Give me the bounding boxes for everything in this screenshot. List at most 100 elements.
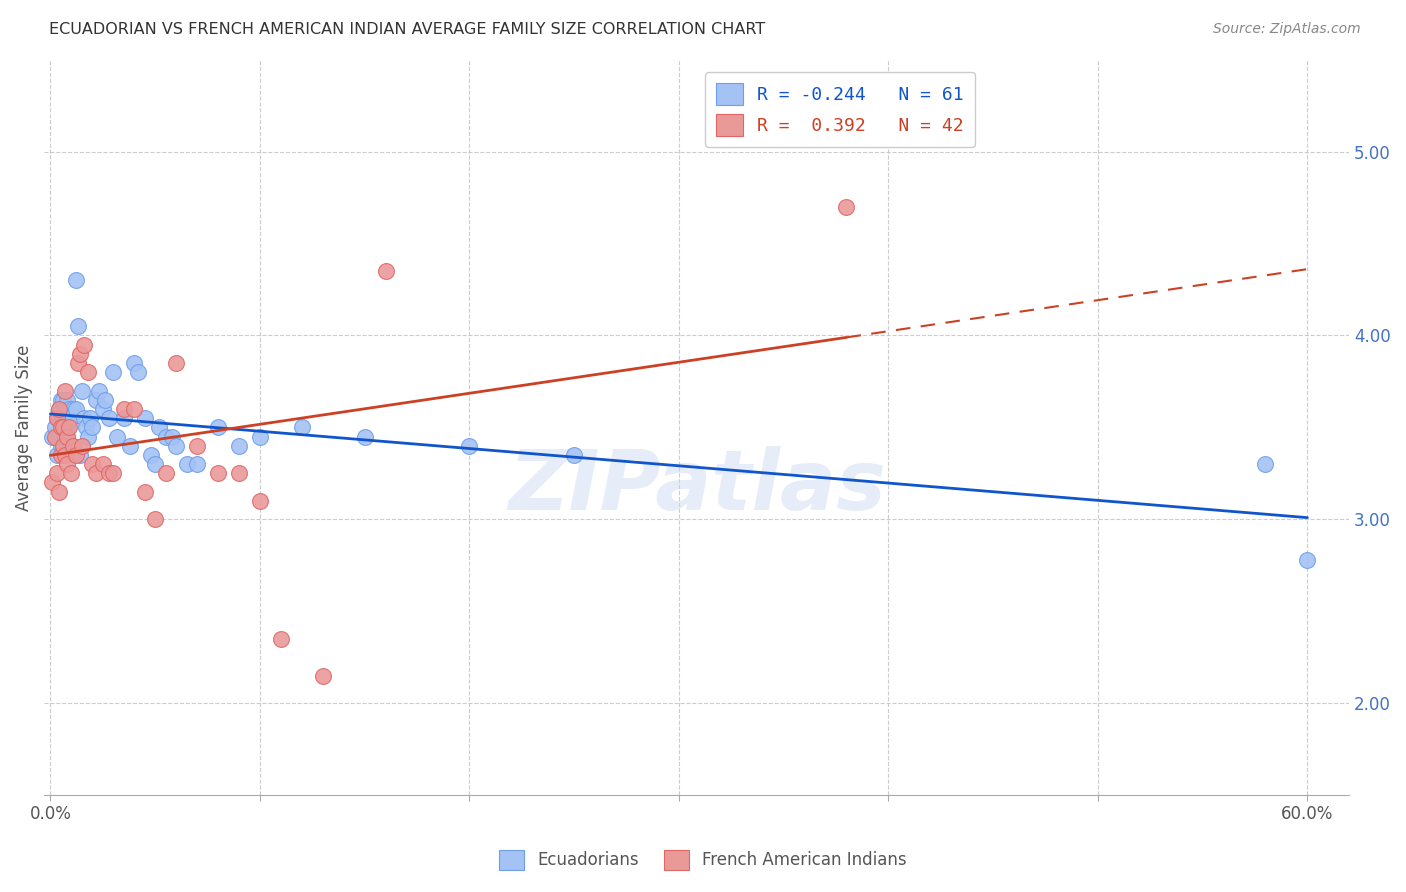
Point — [186, 439, 208, 453]
Point — [86, 392, 108, 407]
Point — [148, 420, 170, 434]
Point — [45, 448, 67, 462]
Point — [52, 439, 75, 453]
Point — [143, 512, 166, 526]
Text: ZIPatlas: ZIPatlas — [508, 446, 886, 526]
Point — [118, 439, 141, 453]
Point — [69, 448, 91, 462]
Point — [207, 420, 229, 434]
Point — [353, 429, 375, 443]
Point — [103, 365, 125, 379]
Point — [62, 401, 84, 416]
Point — [75, 420, 97, 434]
Point — [562, 448, 585, 462]
Text: Source: ZipAtlas.com: Source: ZipAtlas.com — [1213, 22, 1361, 37]
Point — [41, 475, 63, 490]
Text: ECUADORIAN VS FRENCH AMERICAN INDIAN AVERAGE FAMILY SIZE CORRELATION CHART: ECUADORIAN VS FRENCH AMERICAN INDIAN AVE… — [49, 22, 765, 37]
Point — [270, 632, 292, 646]
Point — [56, 392, 79, 407]
Point — [53, 401, 76, 416]
Point — [165, 356, 187, 370]
Point — [207, 467, 229, 481]
Point — [49, 411, 72, 425]
Point — [49, 392, 72, 407]
Point — [56, 457, 79, 471]
Point — [53, 448, 76, 462]
Point — [139, 448, 162, 462]
Point — [44, 420, 66, 434]
Point — [134, 484, 156, 499]
Point — [73, 337, 96, 351]
Point — [52, 420, 75, 434]
Point — [77, 365, 100, 379]
Point — [45, 467, 67, 481]
Point — [127, 365, 149, 379]
Point — [143, 457, 166, 471]
Point — [165, 439, 187, 453]
Point — [62, 439, 84, 453]
Point — [312, 668, 335, 682]
Point — [160, 429, 183, 443]
Point — [60, 467, 83, 481]
Point — [73, 411, 96, 425]
Point — [70, 384, 93, 398]
Point — [77, 429, 100, 443]
Point — [52, 411, 75, 425]
Point — [56, 429, 79, 443]
Point — [155, 467, 177, 481]
Point — [53, 429, 76, 443]
Point — [44, 429, 66, 443]
Point — [87, 384, 110, 398]
Point — [58, 420, 80, 434]
Point — [58, 401, 80, 416]
Point — [48, 429, 70, 443]
Point — [186, 457, 208, 471]
Point — [52, 392, 75, 407]
Point — [65, 448, 87, 462]
Point — [48, 401, 70, 416]
Legend: R = -0.244   N = 61, R =  0.392   N = 42: R = -0.244 N = 61, R = 0.392 N = 42 — [704, 72, 974, 147]
Point — [122, 356, 145, 370]
Point — [249, 429, 271, 443]
Point — [98, 467, 121, 481]
Point — [48, 484, 70, 499]
Point — [65, 401, 87, 416]
Point — [1296, 552, 1319, 566]
Point — [94, 392, 117, 407]
Point — [112, 401, 135, 416]
Point — [70, 439, 93, 453]
Point — [134, 411, 156, 425]
Point — [112, 411, 135, 425]
Point — [374, 264, 396, 278]
Point — [291, 420, 314, 434]
Point — [49, 448, 72, 462]
Point — [458, 439, 481, 453]
Point — [66, 319, 89, 334]
Point — [91, 401, 114, 416]
Point — [56, 420, 79, 434]
Point — [41, 429, 63, 443]
Point — [835, 200, 858, 214]
Point — [49, 420, 72, 434]
Point — [1254, 457, 1277, 471]
Point — [60, 411, 83, 425]
Point — [98, 411, 121, 425]
Point — [176, 457, 198, 471]
Point — [45, 411, 67, 425]
Point — [45, 411, 67, 425]
Point — [82, 457, 104, 471]
Point — [228, 467, 250, 481]
Point — [52, 420, 75, 434]
Point — [79, 411, 101, 425]
Point — [58, 411, 80, 425]
Point — [155, 429, 177, 443]
Point — [56, 429, 79, 443]
Point — [82, 420, 104, 434]
Point — [53, 384, 76, 398]
Point — [103, 467, 125, 481]
Point — [107, 429, 129, 443]
Point — [49, 439, 72, 453]
Point — [122, 401, 145, 416]
Point — [65, 273, 87, 287]
Point — [60, 439, 83, 453]
